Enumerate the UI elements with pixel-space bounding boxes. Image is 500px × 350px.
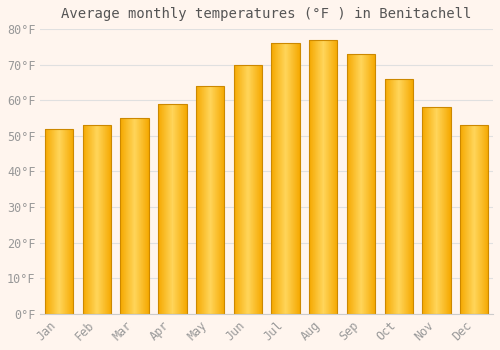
Bar [234, 65, 262, 314]
Bar [83, 125, 111, 314]
Title: Average monthly temperatures (°F ) in Benitachell: Average monthly temperatures (°F ) in Be… [62, 7, 472, 21]
Bar [272, 43, 299, 314]
Bar [309, 40, 338, 314]
Bar [45, 129, 74, 314]
Bar [460, 125, 488, 314]
Bar [120, 118, 149, 314]
Bar [384, 79, 413, 314]
Bar [158, 104, 186, 314]
Bar [347, 54, 375, 314]
Bar [196, 86, 224, 314]
Bar [422, 107, 450, 314]
